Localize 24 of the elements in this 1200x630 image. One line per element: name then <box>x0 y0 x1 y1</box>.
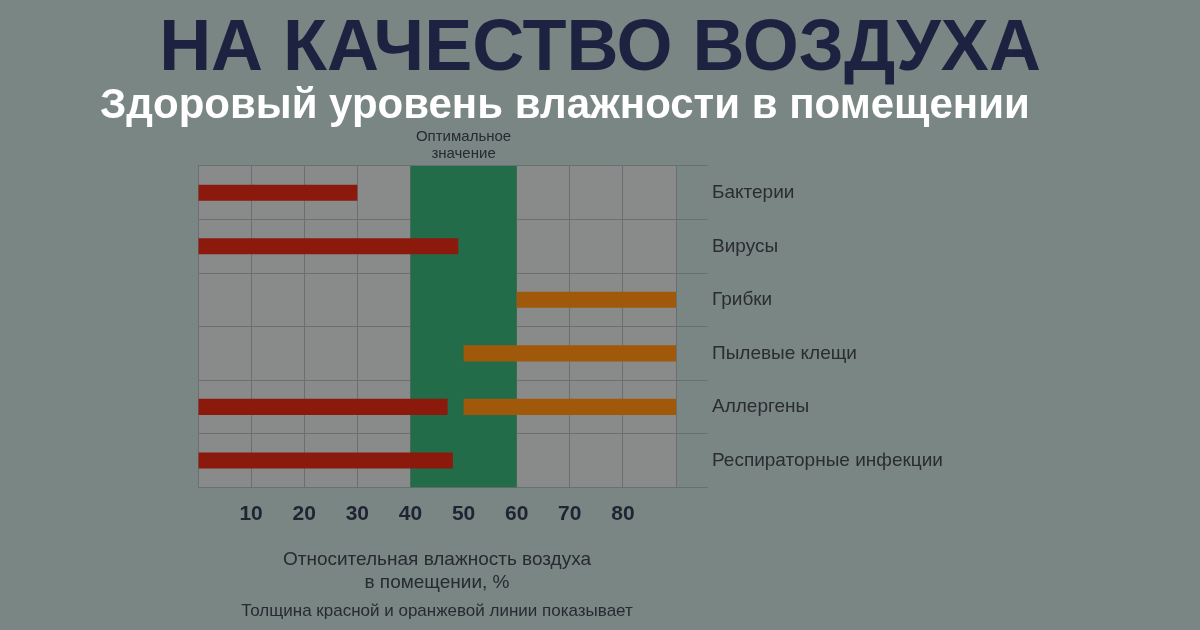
y-tick-label: Респираторные инфекции <box>712 448 943 470</box>
x-tick-label: 10 <box>239 500 263 524</box>
y-tick-label: Пылевые клещи <box>712 341 857 363</box>
x-tick-label: 50 <box>451 500 476 524</box>
band-label: Оптимальное значение <box>415 127 512 161</box>
x-tick-label: 40 <box>398 500 423 524</box>
bar <box>463 345 676 362</box>
x-tick-label: 80 <box>611 500 635 524</box>
x-tick-label: 30 <box>345 500 370 524</box>
y-tick-label: Аллергены <box>712 395 810 417</box>
y-tick-label: Вирусы <box>712 234 779 256</box>
bar <box>198 398 448 415</box>
text: Толщина красной и оранжевой линии показывает <box>241 601 633 620</box>
x-axis-title: Относительная влажность воздуха в помещении, % <box>282 548 592 592</box>
y-tick-label: Бактерии <box>712 181 795 202</box>
y-tick-label: Грибки <box>712 288 773 310</box>
x-tick-label: 60 <box>504 500 529 524</box>
bar <box>198 184 358 201</box>
x-tick-label: 20 <box>292 500 316 524</box>
bar <box>198 238 459 255</box>
bar <box>516 291 676 308</box>
bar <box>463 398 676 415</box>
bar <box>198 452 453 469</box>
x-tick-label: 70 <box>558 500 582 524</box>
